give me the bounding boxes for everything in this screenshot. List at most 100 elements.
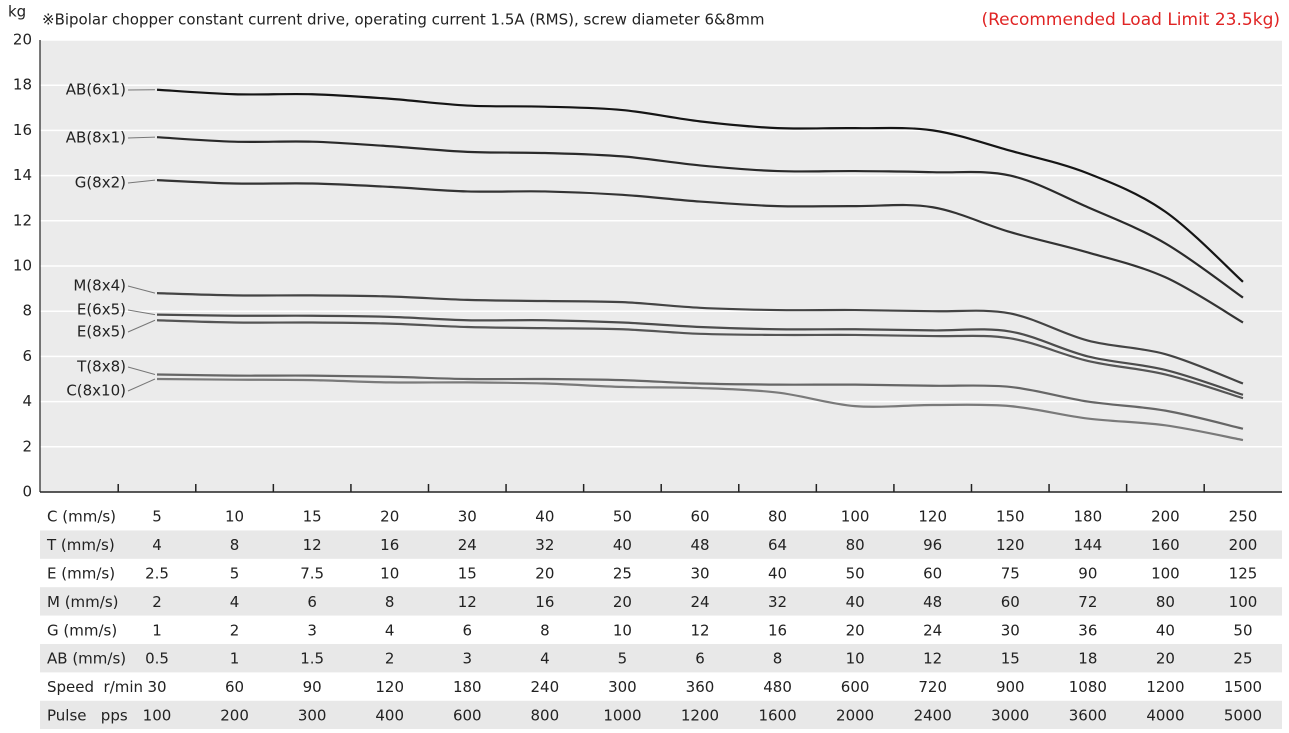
row-header: Pulse pps (47, 707, 128, 725)
table-cell: 1080 (1069, 678, 1107, 696)
table-cell: 20 (535, 565, 554, 583)
table-cell: 8 (385, 593, 395, 611)
table-cell: 6 (307, 593, 317, 611)
table-cell: 16 (535, 593, 554, 611)
table-cell: 50 (1233, 621, 1252, 639)
table-cell: 50 (846, 565, 865, 583)
table-cell: 12 (458, 593, 477, 611)
table-cell: 96 (923, 536, 942, 554)
table-cell: 180 (453, 678, 482, 696)
table-cell: 2 (230, 621, 240, 639)
table-cell: 180 (1074, 508, 1103, 526)
table-cell: 600 (841, 678, 870, 696)
series-label: M(8x4) (73, 277, 126, 295)
table-cell: 100 (1229, 593, 1258, 611)
table-cell: 5 (152, 508, 162, 526)
table-cell: 2400 (914, 707, 952, 725)
table-cell: 1000 (603, 707, 641, 725)
table-cell: 6 (695, 650, 705, 668)
y-tick-label: 18 (13, 76, 32, 94)
table-cell: 4 (230, 593, 240, 611)
y-tick-label: 8 (22, 302, 32, 320)
table-cell: 30 (147, 678, 166, 696)
row-header: C (mm/s) (47, 508, 116, 526)
table-cell: 5000 (1224, 707, 1262, 725)
table-cell: 2 (385, 650, 395, 668)
table-cell: 8 (773, 650, 783, 668)
table-cell: 7.5 (300, 565, 324, 583)
y-tick-label: 12 (13, 211, 32, 229)
table-cell: 400 (375, 707, 404, 725)
table-cell: 300 (608, 678, 637, 696)
table-cell: 200 (1229, 536, 1258, 554)
table-cell: 1200 (1146, 678, 1184, 696)
table-cell: 12 (690, 621, 709, 639)
chart-subtitle: (Recommended Load Limit 23.5kg) (981, 10, 1280, 30)
table-cell: 5 (618, 650, 628, 668)
table-cell: 15 (458, 565, 477, 583)
table-cell: 5 (230, 565, 240, 583)
table-cell: 2000 (836, 707, 874, 725)
y-tick-label: 20 (13, 31, 32, 49)
row-header: T (mm/s) (46, 536, 115, 554)
table-cell: 20 (846, 621, 865, 639)
series-label: G(8x2) (75, 174, 126, 192)
table-cell: 3000 (991, 707, 1029, 725)
table-cell: 1500 (1224, 678, 1262, 696)
table-cell: 120 (375, 678, 404, 696)
y-tick-label: 6 (22, 347, 32, 365)
table-cell: 40 (768, 565, 787, 583)
table-cell: 40 (1156, 621, 1175, 639)
table-cell: 72 (1078, 593, 1097, 611)
table-cell: 16 (768, 621, 787, 639)
table-cell: 300 (298, 707, 327, 725)
series-label: E(8x5) (77, 323, 126, 341)
table-cell: 48 (923, 593, 942, 611)
table-cell: 100 (1151, 565, 1180, 583)
table-cell: 24 (923, 621, 942, 639)
table-cell: 10 (380, 565, 399, 583)
table-cell: 80 (1156, 593, 1175, 611)
table-cell: 30 (458, 508, 477, 526)
table-cell: 90 (1078, 565, 1097, 583)
table-cell: 160 (1151, 536, 1180, 554)
table-cell: 150 (996, 508, 1025, 526)
table-cell: 25 (613, 565, 632, 583)
y-tick-label: 4 (22, 392, 32, 410)
table-cell: 200 (220, 707, 249, 725)
table-cell: 15 (1001, 650, 1020, 668)
table-cell: 720 (918, 678, 947, 696)
table-cell: 3 (463, 650, 473, 668)
table-cell: 1 (152, 621, 162, 639)
table-cell: 40 (613, 536, 632, 554)
table-cell: 480 (763, 678, 792, 696)
table-cell: 64 (768, 536, 787, 554)
table-cell: 80 (846, 536, 865, 554)
table-cell: 900 (996, 678, 1025, 696)
row-header: E (mm/s) (47, 565, 115, 583)
table-cell: 80 (768, 508, 787, 526)
table-cell: 40 (535, 508, 554, 526)
table-cell: 50 (613, 508, 632, 526)
table-cell: 4000 (1146, 707, 1184, 725)
table-cell: 250 (1229, 508, 1258, 526)
table-cell: 75 (1001, 565, 1020, 583)
table-cell: 60 (690, 508, 709, 526)
table-cell: 10 (613, 621, 632, 639)
table-cell: 100 (841, 508, 870, 526)
y-tick-label: 16 (13, 121, 32, 139)
table-cell: 2 (152, 593, 162, 611)
table-cell: 24 (690, 593, 709, 611)
table-cell: 10 (225, 508, 244, 526)
table-cell: 120 (918, 508, 947, 526)
y-axis-unit: kg (8, 3, 26, 21)
table-cell: 360 (686, 678, 715, 696)
table-cell: 60 (1001, 593, 1020, 611)
table-cell: 20 (613, 593, 632, 611)
table-cell: 10 (846, 650, 865, 668)
table-cell: 0.5 (145, 650, 169, 668)
table-cell: 240 (531, 678, 560, 696)
table-cell: 1.5 (300, 650, 324, 668)
table-cell: 200 (1151, 508, 1180, 526)
